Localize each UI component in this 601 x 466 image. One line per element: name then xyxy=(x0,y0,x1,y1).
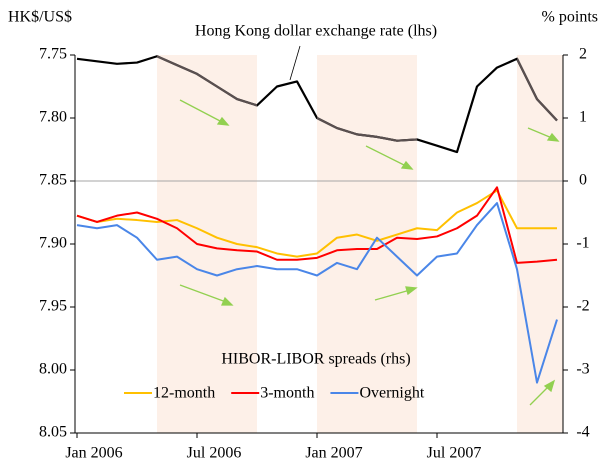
y-tick-label: 7.90 xyxy=(39,235,67,252)
y2-tick-label: -2 xyxy=(576,298,589,315)
x-tick-label: Jul 2007 xyxy=(427,445,482,462)
series-line xyxy=(76,186,558,264)
legend-label: Overnight xyxy=(359,385,424,402)
legend-label: 3-month xyxy=(260,385,314,402)
y-axis-label: HK$/US$ xyxy=(8,9,72,26)
y2-tick-label: 0 xyxy=(579,172,587,189)
y-tick-label: 7.95 xyxy=(39,298,67,315)
series-line xyxy=(76,202,558,384)
y2-tick-label: -4 xyxy=(576,424,589,441)
y-tick-label: 7.80 xyxy=(39,109,67,126)
pointer xyxy=(289,45,301,81)
series-line xyxy=(76,189,557,258)
annotation: Hong Kong dollar exchange rate (lhs) xyxy=(195,23,437,40)
y2-tick-label: 2 xyxy=(579,46,587,63)
y2-tick-label: -3 xyxy=(576,361,589,378)
annotation: HIBOR-LIBOR spreads (rhs) xyxy=(221,351,410,368)
y2-tick-label: -1 xyxy=(576,235,589,252)
y-tick-label: 7.85 xyxy=(39,172,67,189)
shaded-period xyxy=(317,55,417,433)
marks xyxy=(76,55,558,384)
x-tick-label: Jul 2006 xyxy=(187,445,242,462)
x-tick-label: Jan 2007 xyxy=(305,445,362,462)
shaded-bands xyxy=(157,55,563,433)
y-tick-label: 8.05 xyxy=(39,424,67,441)
legend-label: 12-month xyxy=(153,385,215,402)
x-tick-label: Jan 2006 xyxy=(65,445,122,462)
y-tick-label: 8.00 xyxy=(39,361,67,378)
y2-axis-label: % points xyxy=(542,9,598,26)
trend-arrows xyxy=(179,99,560,406)
y-tick-label: 7.75 xyxy=(39,46,67,63)
y2-tick-label: 1 xyxy=(579,109,587,126)
